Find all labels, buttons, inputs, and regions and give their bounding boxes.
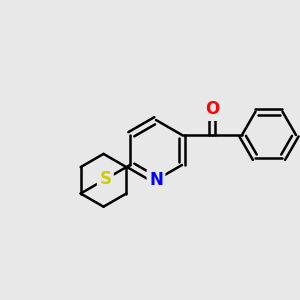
Text: N: N	[149, 171, 163, 189]
Text: O: O	[205, 100, 219, 118]
Text: S: S	[99, 170, 111, 188]
